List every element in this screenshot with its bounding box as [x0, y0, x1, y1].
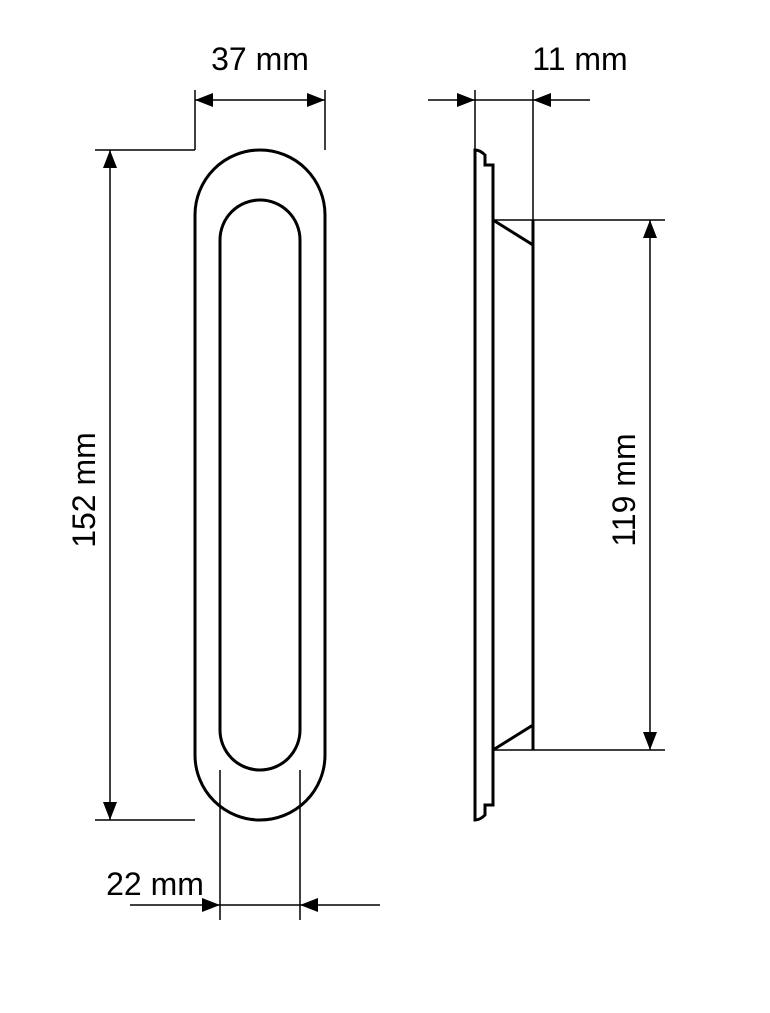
dim-inner-width-label: 22 mm	[106, 866, 204, 902]
dim-inner-width: 22 mm	[106, 770, 380, 920]
dim-depth: 11 mm	[428, 41, 628, 220]
side-plate	[475, 150, 493, 820]
side-body	[493, 220, 533, 750]
dim-outer-height: 152 mm	[66, 150, 195, 820]
dim-body-height-label: 119 mm	[606, 433, 642, 546]
front-inner	[220, 200, 300, 770]
dim-body-height: 119 mm	[533, 220, 665, 750]
front-outer	[195, 150, 325, 820]
dim-outer-width-label: 37 mm	[211, 41, 309, 77]
technical-drawing: 37 mm 11 mm 152 mm 119 mm 22 mm	[0, 0, 770, 1013]
dim-depth-label: 11 mm	[532, 41, 627, 77]
dim-outer-height-label: 152 mm	[66, 432, 102, 548]
dim-outer-width: 37 mm	[195, 41, 325, 150]
